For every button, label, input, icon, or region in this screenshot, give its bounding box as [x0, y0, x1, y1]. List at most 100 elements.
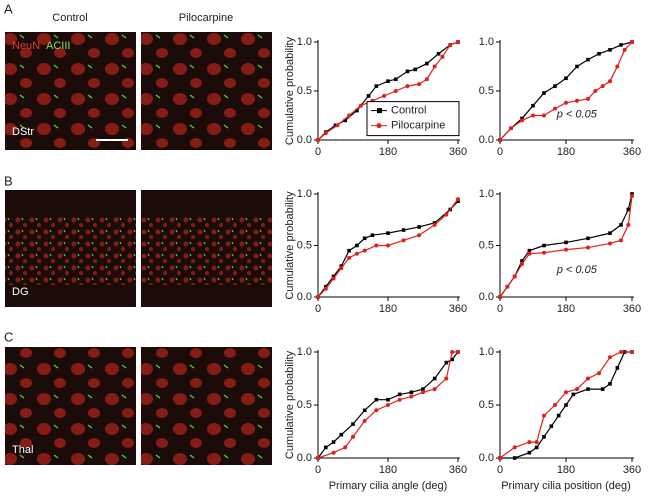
point [593, 89, 598, 93]
point [444, 212, 449, 217]
y-tick-label: 0.5 [479, 399, 494, 411]
column-label: Control [52, 12, 87, 24]
point [401, 228, 406, 232]
point [608, 382, 612, 386]
point [586, 96, 590, 101]
legend-marker [376, 123, 382, 129]
point [347, 255, 352, 260]
point [432, 222, 437, 227]
y-tick-label: 0.5 [297, 399, 312, 411]
panel-label: C [4, 329, 13, 344]
point [323, 445, 328, 450]
point [358, 103, 363, 108]
y-tick-label: 0.0 [479, 134, 494, 146]
x-tick-label: 180 [379, 146, 397, 158]
point [542, 435, 546, 439]
series-line [499, 195, 633, 298]
point [397, 397, 402, 402]
x-tick-label: 180 [557, 146, 575, 158]
point [386, 397, 390, 402]
y-tick-label: 0.0 [297, 291, 312, 303]
point [343, 445, 348, 450]
point [626, 222, 631, 227]
legend-label: Control [391, 105, 426, 117]
point [347, 113, 352, 118]
point [564, 240, 568, 245]
point [608, 355, 612, 360]
point [553, 106, 557, 111]
point [531, 113, 535, 118]
y-tick-label: 1.0 [479, 188, 494, 200]
point [615, 64, 620, 69]
point [362, 236, 367, 241]
x-axis-title: Primary cilia angle (deg) [329, 480, 448, 492]
x-tick-label: 180 [557, 464, 575, 476]
point [600, 387, 605, 391]
point [520, 259, 524, 263]
stain-label: ACIII [46, 40, 70, 52]
point [564, 76, 568, 81]
point [586, 245, 590, 250]
point [553, 84, 557, 88]
y-axis-title: Cumulative probability [284, 191, 296, 300]
point [366, 94, 371, 98]
micrographs [5, 32, 272, 465]
x-tick-label: 180 [379, 303, 397, 315]
point [556, 413, 561, 418]
point [409, 390, 414, 395]
point [413, 67, 418, 72]
point [542, 413, 546, 418]
region-label: Thal [12, 444, 33, 456]
point [409, 394, 414, 399]
point [542, 91, 546, 95]
point [564, 390, 568, 395]
y-axis-title: Cumulative probability [284, 36, 296, 145]
point [355, 243, 359, 248]
x-tick-label: 0 [497, 303, 503, 315]
y-tick-label: 1.0 [297, 36, 312, 48]
x-tick-label: 0 [497, 146, 503, 158]
point [619, 223, 623, 227]
x-tick-label: 360 [449, 464, 467, 476]
series-line [317, 351, 458, 459]
point [597, 371, 601, 376]
point [498, 138, 502, 142]
series-line [499, 41, 633, 141]
point [417, 233, 422, 238]
point [448, 42, 453, 47]
point [362, 248, 367, 253]
point [608, 231, 612, 235]
point [432, 221, 437, 225]
point [444, 360, 449, 365]
point [575, 387, 579, 392]
point [505, 284, 510, 289]
point [339, 264, 344, 268]
point [630, 192, 634, 196]
point [509, 126, 513, 131]
point [597, 51, 601, 56]
point [527, 450, 532, 455]
point [527, 440, 532, 445]
point [331, 276, 336, 281]
point [619, 238, 623, 243]
series-line [499, 193, 633, 298]
series-line [317, 200, 459, 298]
y-tick-label: 0.0 [297, 452, 312, 464]
point [564, 247, 568, 252]
point [397, 392, 402, 397]
point [432, 64, 437, 69]
point [456, 197, 460, 202]
point [630, 194, 634, 199]
y-tick-label: 0.0 [479, 452, 494, 464]
point [534, 445, 539, 450]
point [362, 408, 367, 413]
point [393, 77, 398, 82]
point [456, 199, 460, 204]
point [436, 51, 441, 56]
point [531, 103, 535, 108]
point [339, 432, 344, 437]
point [527, 251, 532, 256]
point [417, 225, 421, 229]
x-tick-label: 0 [497, 464, 503, 476]
column-label: Pilocarpine [179, 12, 233, 24]
